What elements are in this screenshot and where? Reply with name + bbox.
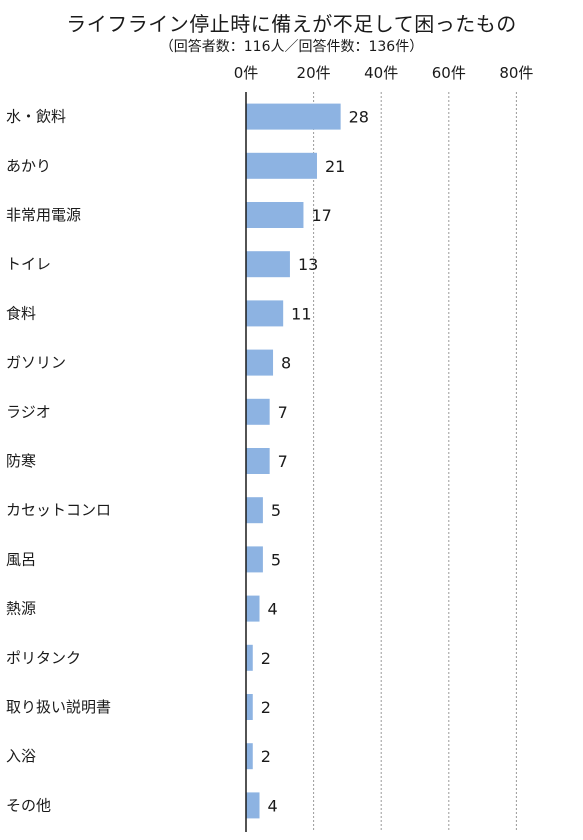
chart-subtitle: （回答者数：116人／回答件数：136件）: [159, 39, 424, 55]
category-label: 風呂: [6, 550, 36, 568]
value-label: 21: [325, 157, 345, 176]
x-tick-label: 60件: [432, 64, 466, 82]
value-label: 2: [261, 747, 271, 766]
value-label: 2: [261, 698, 271, 717]
category-label: 防寒: [6, 452, 36, 470]
value-label: 4: [268, 796, 278, 815]
bar: [246, 251, 290, 278]
value-label: 17: [311, 206, 331, 225]
value-label: 13: [298, 255, 318, 274]
category-label: カセットコンロ: [6, 501, 111, 519]
bar: [246, 103, 341, 130]
bar: [246, 743, 253, 770]
x-tick-label: 80件: [499, 64, 533, 82]
bar: [246, 644, 253, 671]
bar: [246, 792, 260, 819]
category-label: ガソリン: [6, 354, 66, 372]
category-label: 食料: [6, 304, 36, 322]
category-label: 水・飲料: [6, 108, 66, 126]
chart-title: ライフライン停止時に備えが不足して困ったもの: [66, 12, 517, 36]
value-label: 11: [291, 304, 311, 323]
value-label: 7: [278, 452, 288, 471]
bar: [246, 694, 253, 720]
category-label: あかり: [6, 157, 51, 175]
x-tick-label: 0件: [234, 64, 259, 82]
value-label: 5: [271, 501, 281, 520]
x-tick-label: 40件: [364, 64, 398, 82]
value-label: 4: [268, 600, 278, 619]
bar: [246, 448, 270, 474]
category-label: 入浴: [6, 747, 36, 765]
bar: [246, 349, 274, 376]
category-label: ラジオ: [6, 403, 51, 421]
value-label: 7: [278, 403, 288, 422]
bar: [246, 398, 270, 425]
category-label: その他: [6, 796, 51, 814]
value-label: 5: [271, 550, 281, 569]
value-label: 28: [349, 108, 369, 127]
bar: [246, 497, 263, 524]
category-label: ポリタンク: [6, 649, 81, 667]
value-label: 8: [281, 354, 291, 373]
category-label: 熱源: [6, 600, 36, 618]
category-label: 非常用電源: [6, 206, 81, 224]
bar: [246, 595, 260, 622]
bar: [246, 300, 284, 327]
value-label: 2: [261, 649, 271, 668]
category-label: トイレ: [6, 255, 51, 273]
bar: [246, 152, 317, 179]
category-label: 取り扱い説明書: [6, 698, 111, 716]
x-tick-label: 20件: [297, 64, 331, 82]
bar: [246, 202, 304, 228]
bar: [246, 546, 263, 573]
